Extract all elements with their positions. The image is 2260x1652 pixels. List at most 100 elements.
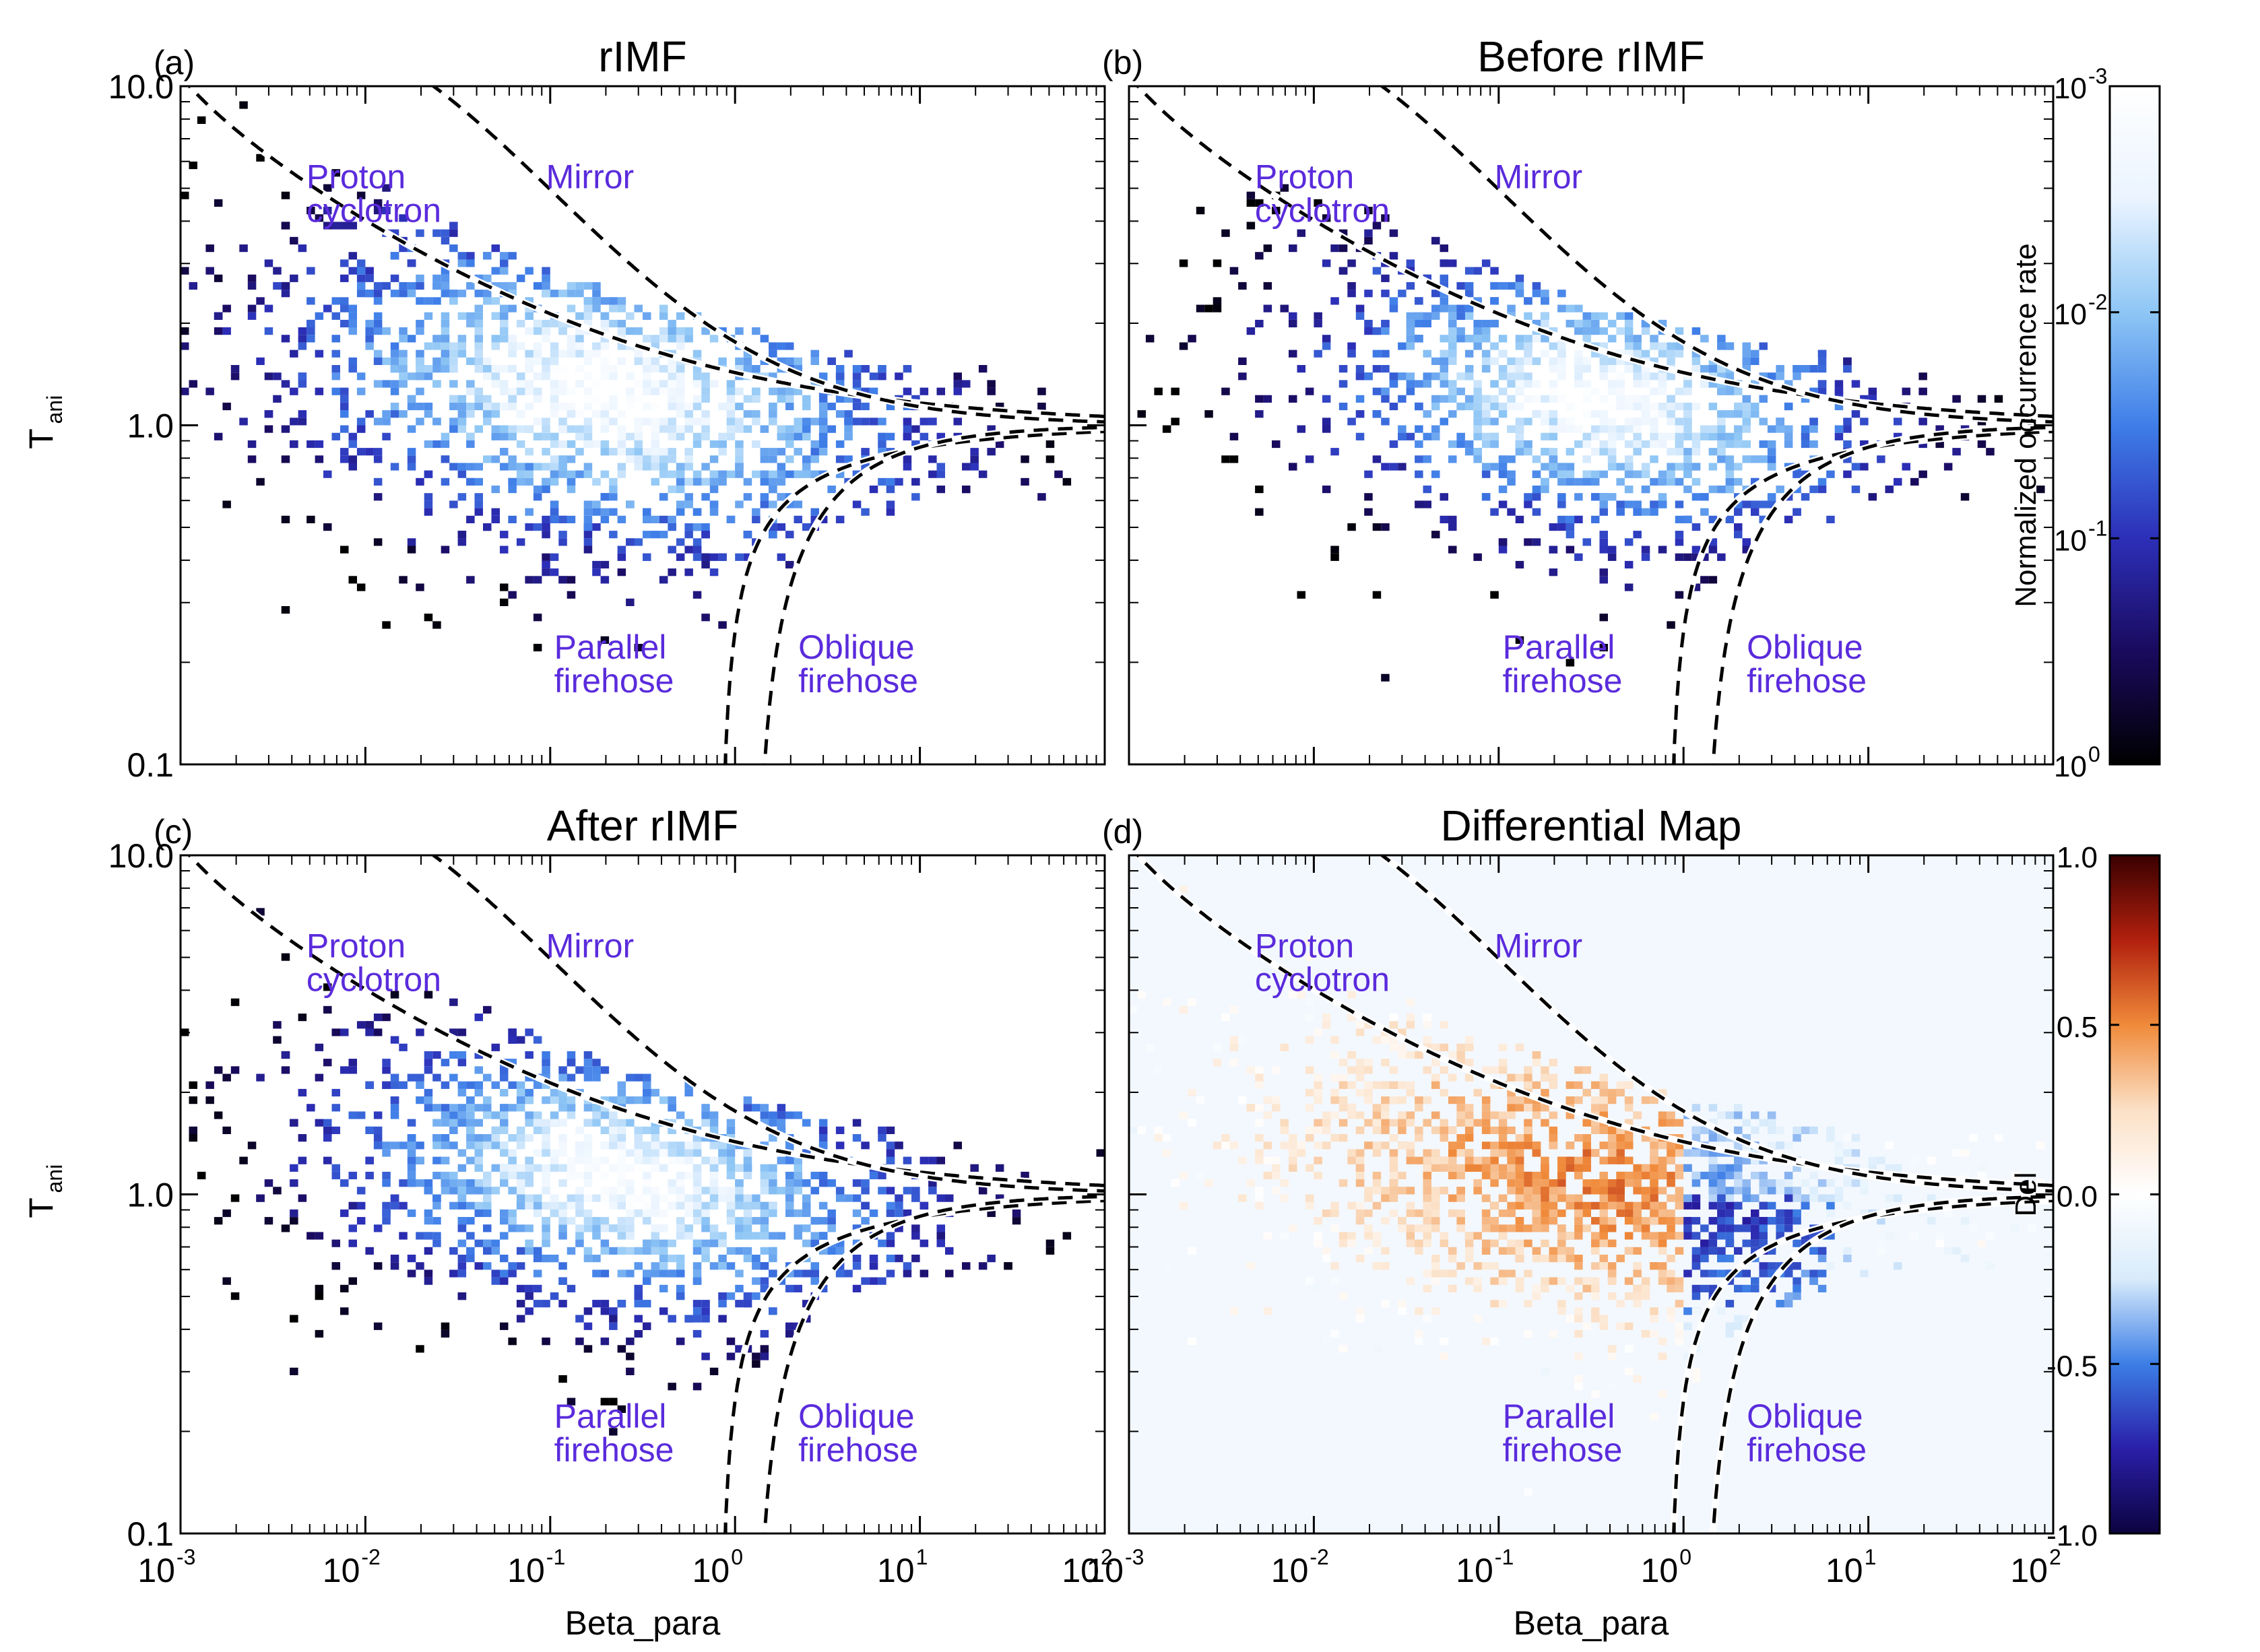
heatmap-cell <box>1464 282 1474 290</box>
heatmap-cell <box>1464 1255 1474 1263</box>
threshold-curves <box>185 86 1105 764</box>
heatmap-cell <box>1045 1239 1055 1247</box>
heatmap-cell <box>692 523 702 531</box>
heatmap-cell <box>390 229 399 237</box>
heatmap-cell <box>449 1051 458 1059</box>
heatmap-cell <box>416 1142 424 1150</box>
heatmap-cell <box>432 1171 441 1180</box>
heatmap-cell <box>777 477 786 486</box>
heatmap-cell <box>818 1179 828 1187</box>
heatmap-cell <box>1507 470 1516 478</box>
heatmap-cell <box>617 1119 626 1127</box>
heatmap-cell <box>525 1156 534 1164</box>
heatmap-cell <box>230 1194 240 1202</box>
heatmap-cell <box>919 1156 929 1164</box>
heatmap-cell <box>684 477 693 486</box>
heatmap-cell <box>785 432 794 440</box>
heatmap-cell <box>626 1096 635 1104</box>
heatmap-cell <box>1751 357 1759 365</box>
heatmap-cell <box>692 1277 702 1285</box>
heatmap-cell <box>1734 402 1743 411</box>
heatmap-cell <box>1507 304 1516 312</box>
heatmap-cell <box>676 477 685 486</box>
heatmap-cell <box>1734 1224 1743 1232</box>
heatmap-cell <box>290 440 298 449</box>
heatmap-cell <box>651 477 659 486</box>
heatmap-cell <box>500 312 509 320</box>
heatmap-cell <box>718 470 727 478</box>
heatmap-cell <box>1793 486 1801 494</box>
heatmap-cell <box>651 1239 659 1247</box>
heatmap-cell <box>592 1111 601 1119</box>
heatmap-cell <box>466 1126 475 1134</box>
heatmap-cell <box>508 252 517 260</box>
heatmap-cell <box>1683 463 1692 471</box>
heatmap-cell <box>835 1247 845 1255</box>
heatmap-cell <box>567 1171 576 1180</box>
heatmap-cell <box>298 372 307 381</box>
heatmap-cell <box>869 1262 878 1270</box>
heatmap-cell <box>516 440 525 449</box>
heatmap-cell <box>692 1300 702 1308</box>
heatmap-cell <box>583 1209 593 1218</box>
heatmap-cell <box>1456 1142 1465 1150</box>
heatmap-cell <box>466 312 475 320</box>
heatmap-cell <box>1725 477 1735 486</box>
heatmap-cell <box>550 1088 559 1097</box>
heatmap-cell <box>1481 418 1491 426</box>
threshold-curves <box>1133 86 2053 764</box>
heatmap-cell <box>692 440 702 449</box>
heatmap-cell <box>794 1179 802 1187</box>
heatmap-cell <box>785 402 794 411</box>
heatmap-cell <box>1532 493 1541 501</box>
heatmap-cell <box>634 1284 643 1292</box>
heatmap-cell <box>1305 387 1314 395</box>
heatmap-cell <box>1473 455 1482 463</box>
heatmap-cell <box>1616 395 1625 403</box>
heatmap-cell <box>575 1156 584 1164</box>
panel-a: ProtoncyclotronMirrorParallelfirehoseObl… <box>22 32 1106 784</box>
heatmap-cell <box>617 1405 626 1413</box>
heatmap-cell <box>331 372 340 381</box>
heatmap-cell <box>239 418 248 426</box>
heatmap-cell <box>709 455 719 463</box>
heatmap-cell <box>1641 402 1650 411</box>
heatmap-cell <box>449 1171 458 1180</box>
heatmap-cell <box>1524 372 1532 381</box>
heatmap-cell <box>617 568 626 576</box>
heatmap-cell <box>306 267 315 275</box>
heatmap-cell <box>668 1142 676 1150</box>
heatmap-cell <box>735 1217 744 1225</box>
heatmap-cell <box>306 1232 315 1240</box>
heatmap-cell <box>911 493 920 501</box>
heatmap-cell <box>1860 1269 1869 1278</box>
heatmap-cell <box>1641 508 1650 516</box>
heatmap-cell <box>533 1284 542 1292</box>
heatmap-cell <box>609 448 618 456</box>
heatmap-cell <box>643 1096 651 1104</box>
heatmap-cell <box>1960 1217 1970 1225</box>
heatmap-cell <box>818 1284 828 1292</box>
heatmap-cell <box>356 425 366 433</box>
heatmap-cell <box>1599 395 1608 403</box>
heatmap-cell <box>542 553 550 561</box>
heatmap-cell <box>306 1104 315 1112</box>
y-label-sub: ani <box>42 395 67 424</box>
heatmap-cell <box>1314 1088 1322 1097</box>
heatmap-cell <box>827 1247 836 1255</box>
heatmap-cell <box>886 432 895 440</box>
heatmap-cell <box>558 425 567 433</box>
heatmap-cell <box>1330 1036 1339 1044</box>
heatmap-cell <box>1406 312 1415 320</box>
heatmap-cell <box>239 101 248 109</box>
heatmap-cell <box>802 1209 811 1218</box>
heatmap-cell <box>449 1201 458 1210</box>
heatmap-cell <box>1607 335 1617 343</box>
heatmap-cell <box>331 1171 340 1180</box>
heatmap-cell <box>743 365 752 373</box>
heatmap-cell <box>777 357 786 365</box>
heatmap-cell <box>878 440 886 449</box>
heatmap-cell <box>785 560 794 569</box>
heatmap-cell <box>1700 553 1709 561</box>
heatmap-cell <box>1742 425 1751 433</box>
